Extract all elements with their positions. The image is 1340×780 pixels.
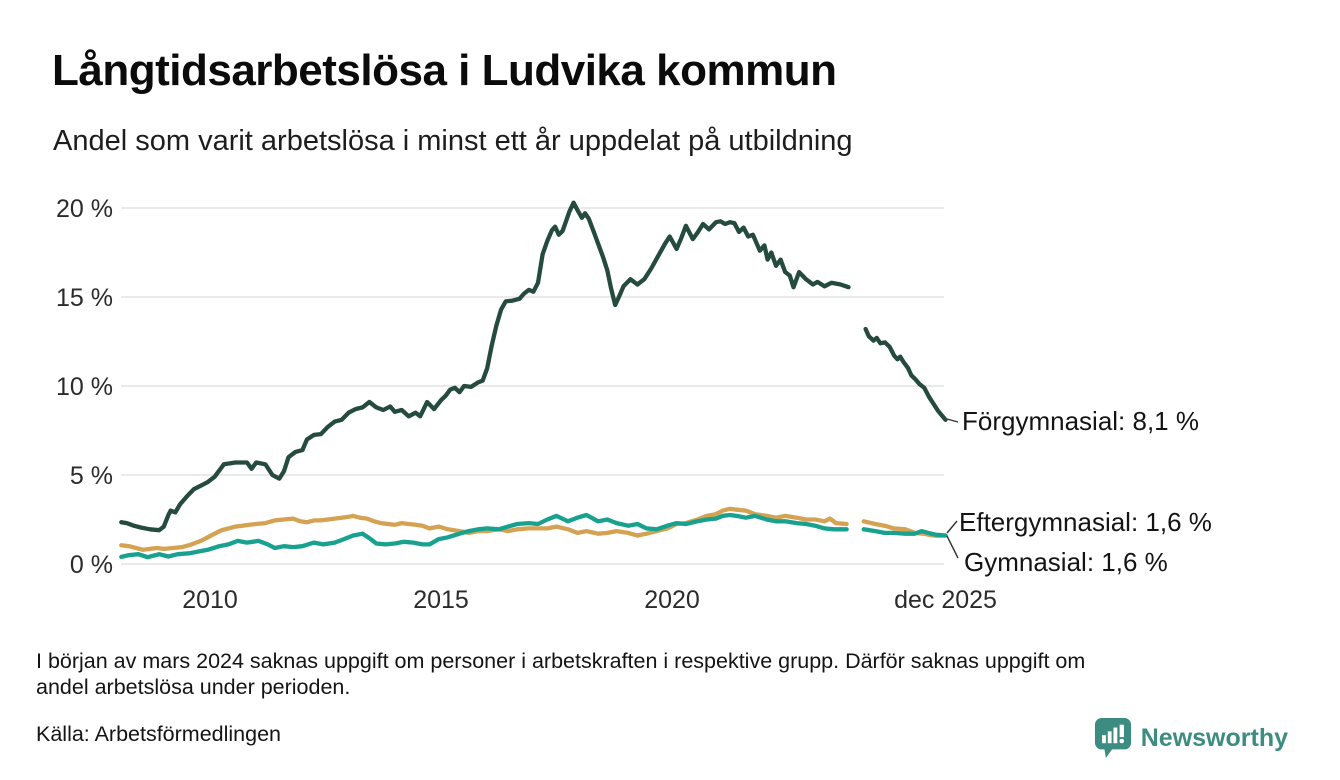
x-tick-label: 2015 [413,586,469,614]
series-line-eftergymnasial [119,506,849,552]
series-line-förgymnasial [119,200,851,533]
x-tick-label: 2010 [182,586,238,614]
bar-chart-glyph [1101,724,1124,744]
newsworthy-brand: Newsworthy [1094,717,1288,759]
y-tick-label: 20 % [56,195,113,223]
connector-gymnasial [946,535,959,559]
series-end-label-gymnasial: Gymnasial: 1,6 % [964,547,1168,577]
newsworthy-logo-icon [1094,718,1131,758]
source-attribution: Källa: Arbetsförmedlingen [36,722,282,746]
connector-eftergymnasial [946,520,958,534]
page-subtitle: Andel som varit arbetslösa i minst ett å… [53,125,853,157]
connector-forgymnasial [946,418,959,423]
y-tick-label: 15 % [56,284,113,312]
y-tick-label: 5 % [70,462,113,490]
y-tick-label: 10 % [56,373,113,401]
x-tick-label: dec 2025 [894,586,997,614]
series-line-förgymnasial [863,326,948,422]
series-end-label-forgymnasial: Förgymnasial: 8,1 % [962,406,1199,436]
series-end-label-eftergymnasial: Eftergymnasial: 1,6 % [959,507,1212,537]
page-title: Långtidsarbetslösa i Ludvika kommun [52,46,837,95]
x-tick-label: 2020 [644,586,700,614]
y-tick-label: 0 % [70,551,113,579]
footnote-line-1: I början av mars 2024 saknas uppgift om … [36,649,1086,673]
footnote-line-2: andel arbetslösa under perioden. [36,675,351,699]
series-line-gymnasial [119,512,849,560]
newsworthy-brand-name: Newsworthy [1140,723,1288,752]
series-line-gymnasial [861,527,948,538]
